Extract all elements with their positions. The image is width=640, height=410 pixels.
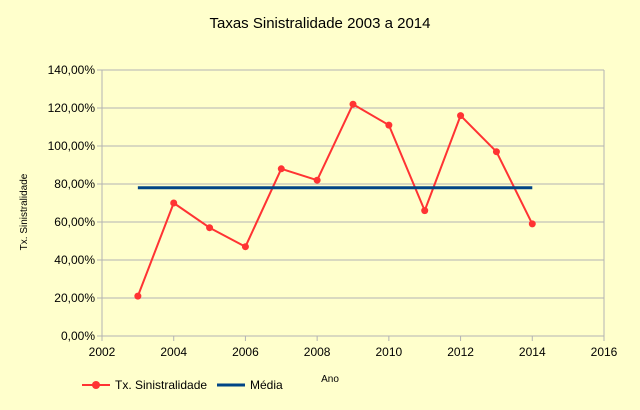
x-tick-label: 2008 [304, 345, 331, 359]
x-tick-labels: 2002 2004 2006 2008 2010 2012 2014 2016 [89, 345, 618, 359]
y-tick-label: 100,00% [48, 139, 96, 153]
chart-title: Taxas Sinistralidade 2003 a 2014 [210, 15, 431, 32]
x-tick-label: 2014 [519, 345, 546, 359]
data-point-tx-sinistralidade [528, 220, 536, 228]
data-point-tx-sinistralidade [206, 224, 214, 232]
series-line-tx-sinistralidade [136, 103, 534, 297]
legend-item-media: Média [217, 378, 283, 392]
y-tick-label: 0,00% [61, 329, 95, 343]
x-tick-label: 2010 [376, 345, 403, 359]
x-axis-label: Ano [321, 374, 339, 385]
data-point-tx-sinistralidade [457, 112, 465, 120]
x-tick-label: 2012 [447, 345, 474, 359]
grid-lines [102, 69, 604, 337]
y-tick-label: 40,00% [54, 253, 95, 267]
y-tick-label: 140,00% [48, 63, 96, 77]
y-tick-label: 120,00% [48, 101, 96, 115]
x-tick-label: 2004 [160, 345, 187, 359]
y-tick-label: 80,00% [54, 177, 95, 191]
legend-item-tx-sinistralidade: Tx. Sinistralidade [82, 378, 207, 392]
legend-marker-tx-sinistralidade [92, 381, 100, 389]
legend: Tx. Sinistralidade Média [82, 378, 283, 392]
data-point-tx-sinistralidade [349, 100, 357, 108]
data-point-tx-sinistralidade [170, 199, 178, 207]
data-point-tx-sinistralidade [385, 121, 393, 129]
data-point-tx-sinistralidade [134, 292, 142, 300]
y-tick-label: 60,00% [54, 215, 95, 229]
data-point-tx-sinistralidade [241, 243, 249, 251]
data-point-tx-sinistralidade [313, 176, 321, 184]
data-point-tx-sinistralidade [421, 207, 429, 215]
axes [97, 69, 605, 341]
series [134, 100, 536, 300]
data-point-tx-sinistralidade [277, 165, 285, 173]
x-tick-label: 2016 [591, 345, 618, 359]
legend-label-media: Média [250, 378, 283, 392]
x-tick-label: 2006 [232, 345, 259, 359]
data-point-tx-sinistralidade [492, 148, 500, 156]
y-axis-label: Tx. Sinistralidade [19, 173, 30, 250]
x-tick-label: 2002 [89, 345, 116, 359]
legend-label-tx-sinistralidade: Tx. Sinistralidade [115, 378, 207, 392]
y-tick-labels: 0,00% 20,00% 40,00% 60,00% 80,00% 100,00% 120,… [48, 63, 96, 343]
y-tick-label: 20,00% [54, 291, 95, 305]
